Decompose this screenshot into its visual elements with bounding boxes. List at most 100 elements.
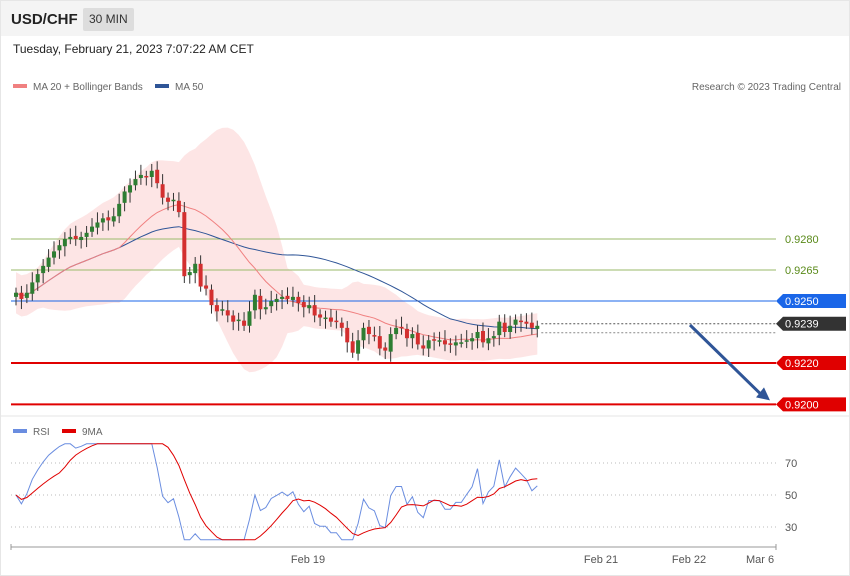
candle: [421, 345, 426, 349]
candle: [372, 335, 377, 337]
candle: [258, 295, 263, 310]
candle: [204, 285, 209, 289]
rsi-tick-label: 50: [785, 490, 797, 502]
candle: [296, 296, 301, 304]
candle: [442, 340, 447, 345]
candle: [328, 317, 333, 322]
x-tick-label: Feb 22: [672, 554, 706, 566]
candle: [491, 336, 496, 339]
candle: [312, 305, 317, 316]
ma50-legend-label: MA 50: [175, 82, 204, 93]
candle: [225, 310, 230, 316]
candle: [350, 341, 355, 353]
symbol-title: USD/CHF: [11, 11, 78, 28]
candle: [285, 295, 290, 299]
candle: [513, 319, 518, 325]
rsi-panel: 70 50 30: [11, 443, 797, 541]
forecast-arrowhead: [756, 387, 770, 401]
rsi-ma-legend-label: 9MA: [82, 427, 103, 438]
candle: [24, 292, 29, 298]
candle: [318, 314, 323, 318]
candle: [176, 200, 181, 213]
rsi-legend-swatch: [13, 429, 27, 433]
rsi-ma-line: [15, 443, 538, 541]
timeframe-button[interactable]: 30 MIN: [83, 8, 134, 31]
candle: [426, 340, 431, 349]
x-tick-label: Feb 21: [584, 554, 618, 566]
candle: [236, 319, 241, 322]
ma20-legend-swatch: [13, 84, 27, 88]
bollinger-band: [16, 127, 538, 373]
price-level-label: 0.9280: [785, 234, 819, 246]
candle: [128, 185, 133, 193]
candle: [111, 216, 116, 222]
rsi-line: [15, 443, 538, 541]
candle: [508, 325, 513, 333]
candle: [171, 199, 176, 202]
candle: [68, 236, 73, 239]
candle: [383, 347, 388, 351]
x-tick-label: Feb 19: [291, 554, 325, 566]
candle: [247, 311, 252, 326]
price-panel: 0.9280 0.9265 0.9250 0.9220 0.9200 0.9239: [11, 127, 846, 412]
candle: [518, 320, 523, 323]
candle: [252, 294, 257, 311]
candle: [133, 179, 138, 186]
candle: [410, 334, 415, 339]
candle: [307, 305, 312, 309]
ma50-legend-swatch: [155, 84, 169, 88]
candle: [366, 326, 371, 335]
rsi-tick-label: 30: [785, 522, 797, 534]
x-axis: Feb 19 Feb 21 Feb 22 Mar 6: [10, 544, 777, 566]
candle: [95, 222, 100, 228]
price-level-label: 0.9250: [785, 296, 819, 308]
candle: [138, 174, 143, 179]
candle: [62, 238, 67, 247]
candle: [187, 272, 192, 276]
candle: [209, 289, 214, 306]
candle: [73, 235, 78, 239]
candle: [437, 340, 442, 342]
candle: [84, 232, 89, 237]
candle: [377, 336, 382, 349]
candle: [14, 292, 18, 297]
candle: [524, 321, 529, 324]
copyright-text: Research © 2023 Trading Central: [692, 82, 841, 93]
candle: [79, 236, 84, 241]
candle: [269, 301, 274, 307]
candle: [399, 326, 404, 329]
x-tick-label: Mar 6: [746, 554, 774, 566]
candle: [464, 340, 469, 342]
candle: [361, 327, 366, 341]
candle: [52, 251, 57, 258]
candle: [345, 327, 350, 343]
timestamp: Tuesday, February 21, 2023 7:07:22 AM CE…: [13, 42, 254, 56]
candle: [290, 296, 295, 300]
price-level-tag: [776, 397, 846, 412]
candle: [19, 292, 24, 299]
candle: [486, 338, 491, 344]
candle: [41, 265, 46, 274]
candle: [356, 340, 361, 354]
candle: [470, 338, 475, 342]
candle: [404, 328, 409, 339]
candle: [497, 321, 502, 336]
candle: [480, 330, 485, 343]
candle: [57, 245, 62, 251]
candle: [334, 320, 339, 323]
price-level-tag: [776, 294, 846, 308]
candle: [122, 191, 127, 203]
forecast-arrow: [688, 323, 765, 398]
rsi-ma-legend-swatch: [62, 429, 76, 433]
candle: [394, 327, 399, 335]
candle: [388, 334, 393, 352]
candle: [90, 226, 95, 232]
candle: [274, 298, 279, 303]
candle: [100, 218, 105, 223]
candle: [144, 175, 149, 178]
rsi-legend-label: RSI: [33, 427, 50, 438]
current-price-tag: [776, 316, 846, 331]
candle: [149, 170, 154, 177]
candle: [231, 315, 236, 322]
candle: [339, 322, 344, 328]
